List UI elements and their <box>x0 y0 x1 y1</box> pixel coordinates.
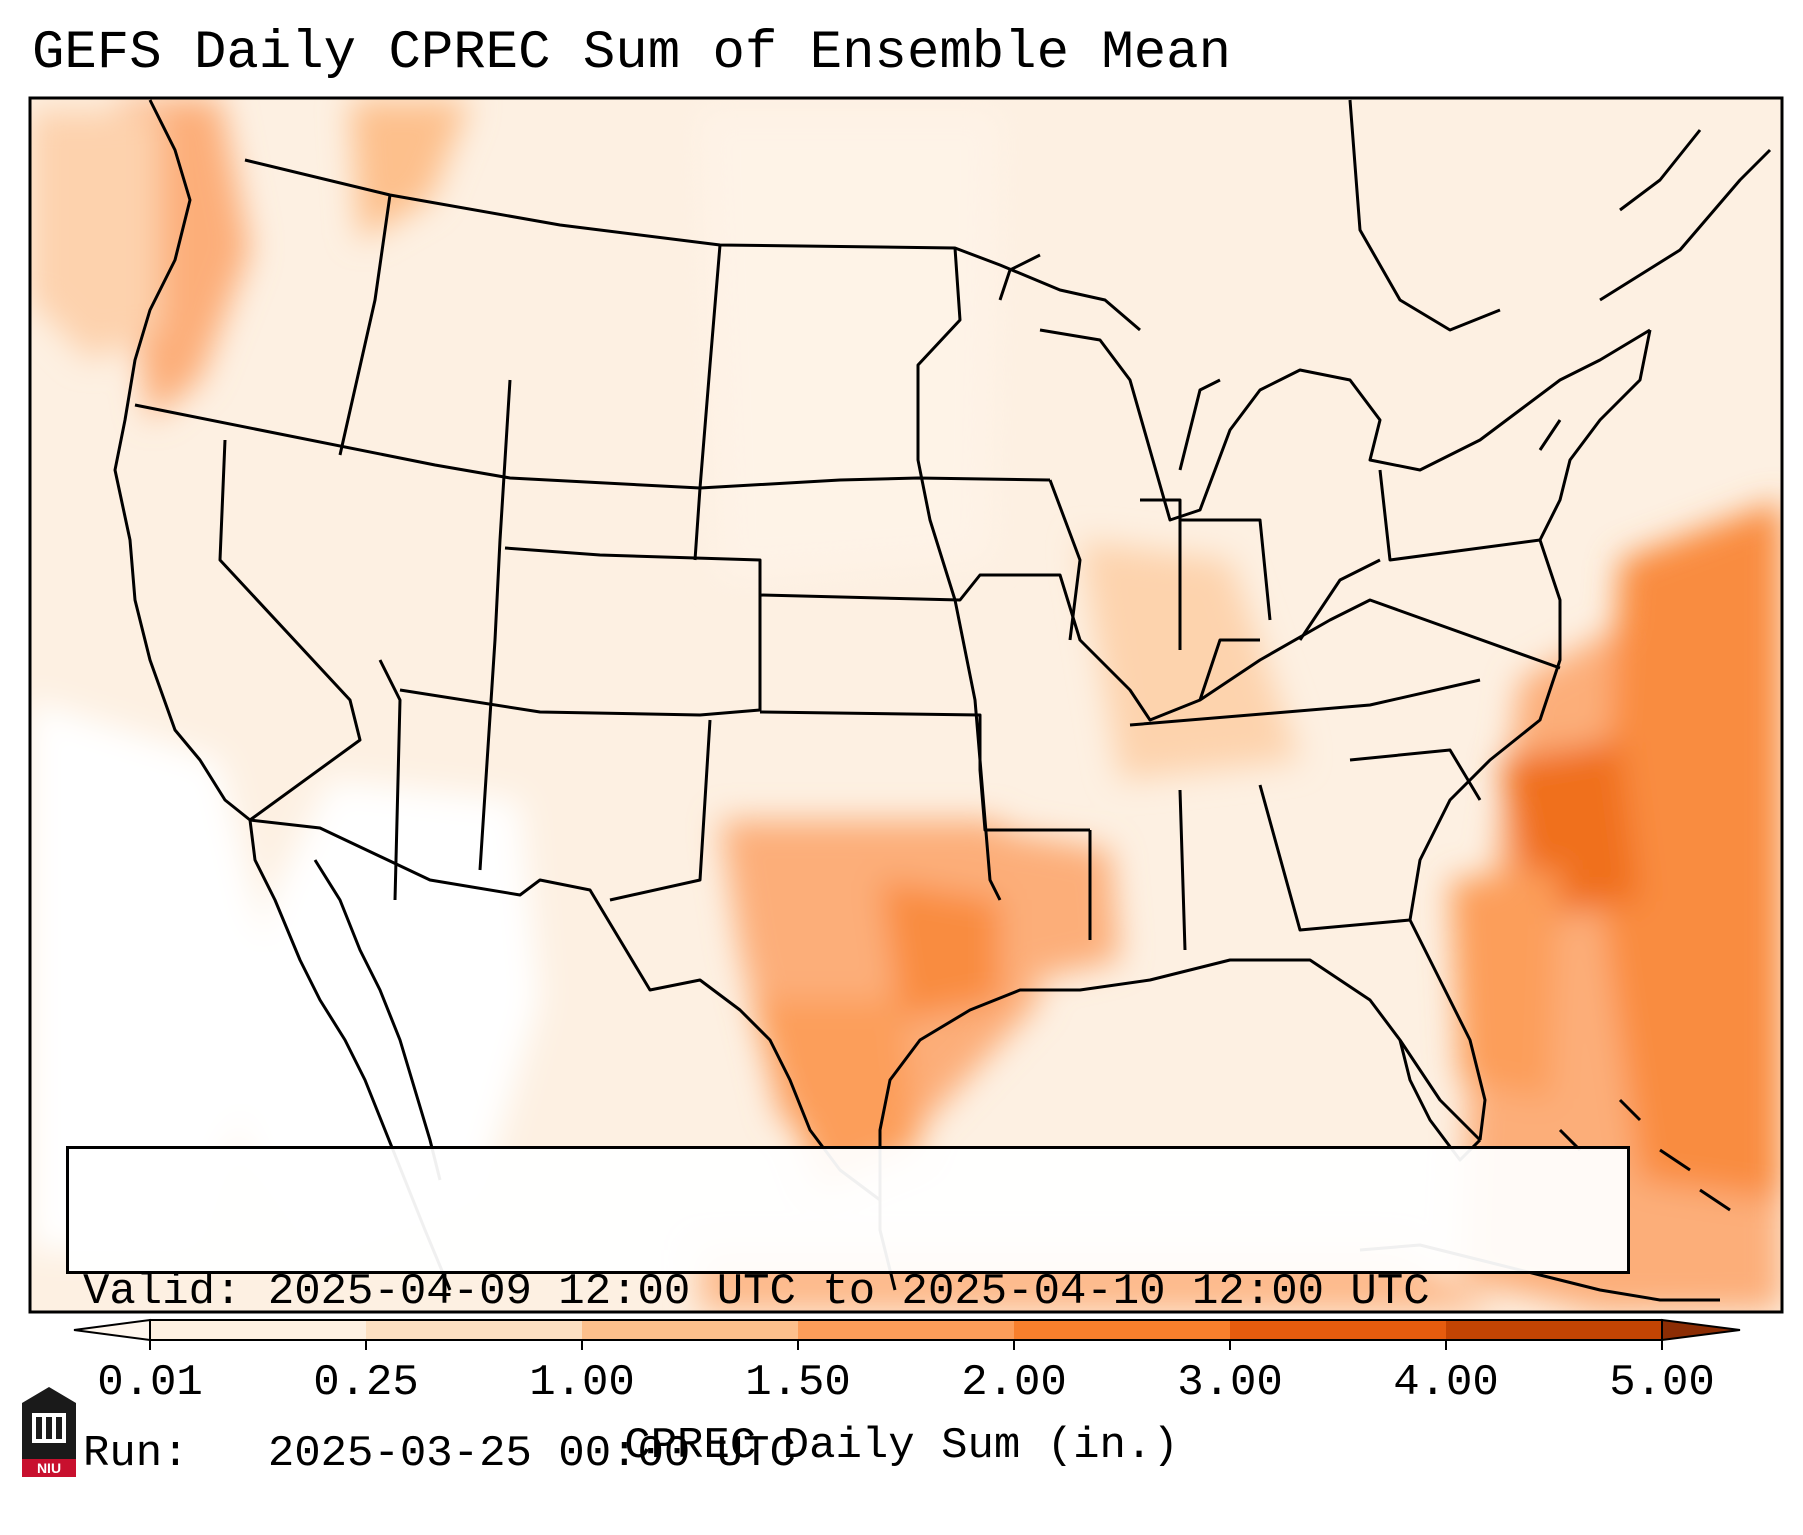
colorbar-tick-label: 0.01 <box>97 1358 203 1408</box>
precipitation-map <box>28 96 1784 1350</box>
boundary-lines <box>113 99 1772 1302</box>
colorbar-segment <box>582 1320 798 1340</box>
validity-info-box: Valid: 2025-04-09 12:00 UTC to 2025-04-1… <box>66 1146 1630 1479</box>
valid-time-range: 2025-04-09 12:00 UTC to 2025-04-10 12:00… <box>267 1267 1430 1317</box>
colorbar-tick-label: 4.00 <box>1393 1358 1499 1408</box>
run-line: Run: 2025-03-25 00:00 UTC <box>83 1427 1613 1481</box>
colorbar-segment <box>1014 1320 1230 1340</box>
colorbar-segment <box>798 1320 1014 1340</box>
colorbar-tick-label: 1.00 <box>529 1358 635 1408</box>
colorbar-tick-label: 5.00 <box>1609 1358 1715 1408</box>
map-frame <box>28 96 1784 1314</box>
colorbar-tick-label: 1.50 <box>745 1358 851 1408</box>
colorbar-label: CPREC Daily Sum (in.) <box>624 1421 1179 1471</box>
colorbar-tick-label: 0.25 <box>313 1358 419 1408</box>
map-title: GEFS Daily CPREC Sum of Ensemble Mean <box>32 23 1231 84</box>
colorbar-segment <box>150 1320 366 1340</box>
colorbar-segment <box>366 1320 582 1340</box>
valid-label: Valid: <box>83 1267 242 1317</box>
colorbar <box>73 1318 1741 1350</box>
colorbar-segment <box>1446 1320 1662 1340</box>
colorbar-tick-label: 2.00 <box>961 1358 1067 1408</box>
valid-line: Valid: 2025-04-09 12:00 UTC to 2025-04-1… <box>83 1265 1613 1319</box>
run-time: 2025-03-25 00:00 UTC <box>267 1429 796 1479</box>
logo-text: NIU <box>37 1460 61 1476</box>
colorbar-segment <box>1230 1320 1446 1340</box>
colorbar-tick-label: 3.00 <box>1177 1358 1283 1408</box>
run-label: Run: <box>83 1429 189 1479</box>
precipitation-field <box>30 98 1782 1312</box>
niu-logo: NIU <box>22 1387 76 1477</box>
